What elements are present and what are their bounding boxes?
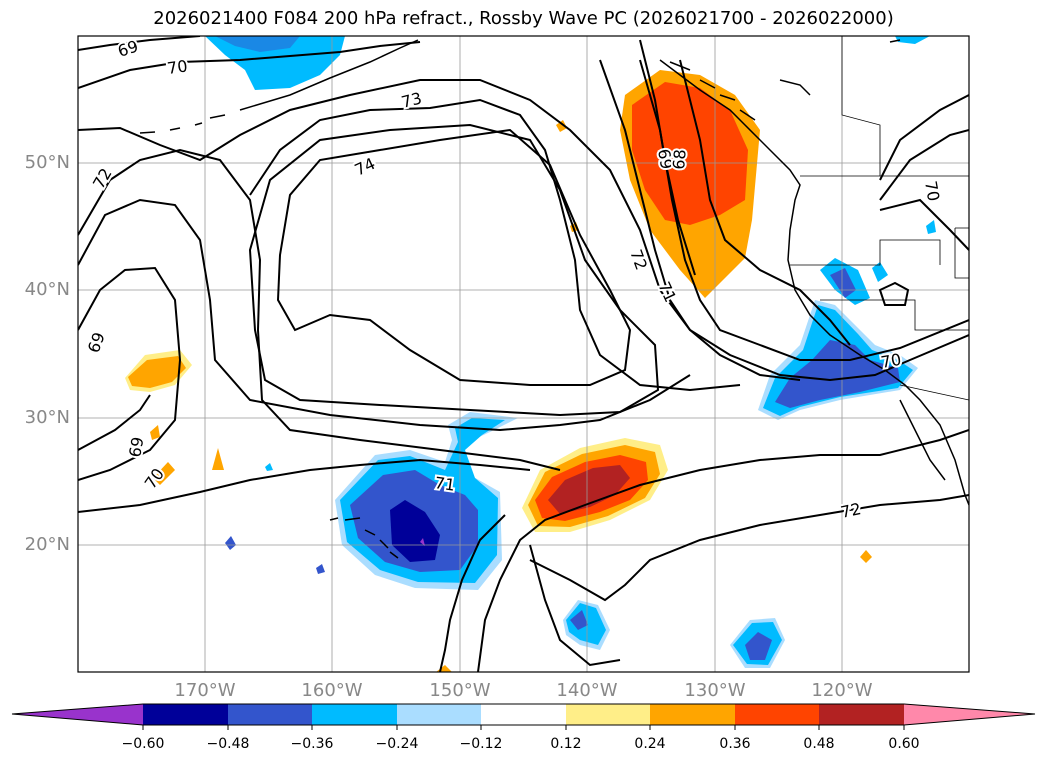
lat-label-20n: 20°N <box>24 534 70 555</box>
colorbar-label: −0.36 <box>290 736 334 752</box>
map-area: 69 70 72 73 74 69 69 70 71 69 68 72 71 7… <box>78 36 969 672</box>
contour-label: 71 <box>433 473 456 495</box>
negative-anomaly-misc <box>225 463 785 668</box>
contour-label: 70 <box>166 56 189 78</box>
lon-label-120w: 120°W <box>811 680 873 701</box>
contour-label: 69 <box>125 435 147 458</box>
contour-label: 70 <box>921 179 943 202</box>
negative-anomaly-north-aleutian <box>205 36 930 90</box>
lon-label-150w: 150°W <box>429 680 491 701</box>
lon-label-140w: 140°W <box>556 680 618 701</box>
colorbar-label: 0.60 <box>888 736 920 752</box>
colorbar-label: 0.48 <box>803 736 835 752</box>
colorbar-label: −0.24 <box>375 736 419 752</box>
positive-anomaly-central-pacific <box>125 120 872 672</box>
map-frame <box>77 35 970 673</box>
contour-label: 68 <box>669 148 690 170</box>
contour-lines <box>78 36 969 672</box>
lat-label-50n: 50°N <box>24 152 70 173</box>
lon-label-130w: 130°W <box>684 680 746 701</box>
colorbar-label: 0.36 <box>719 736 751 752</box>
colorbar-label: −0.12 <box>459 736 503 752</box>
contour-label: 70 <box>879 350 902 372</box>
colorbar-label: −0.60 <box>121 736 165 752</box>
colorbar-label: 0.24 <box>634 736 666 752</box>
colorbar-label: 0.12 <box>550 736 582 752</box>
colorbar-label: −0.48 <box>206 736 250 752</box>
coastlines <box>139 39 969 559</box>
lat-label-40n: 40°N <box>24 279 70 300</box>
colorbar <box>11 703 1036 730</box>
lat-label-30n: 30°N <box>24 407 70 428</box>
map-title: 2026021400 F084 200 hPa refract., Rossby… <box>153 8 894 29</box>
positive-anomaly-subtropical <box>522 438 668 532</box>
lon-label-170w: 170°W <box>174 680 236 701</box>
grid-lines <box>78 36 969 672</box>
lon-label-160w: 160°W <box>301 680 363 701</box>
